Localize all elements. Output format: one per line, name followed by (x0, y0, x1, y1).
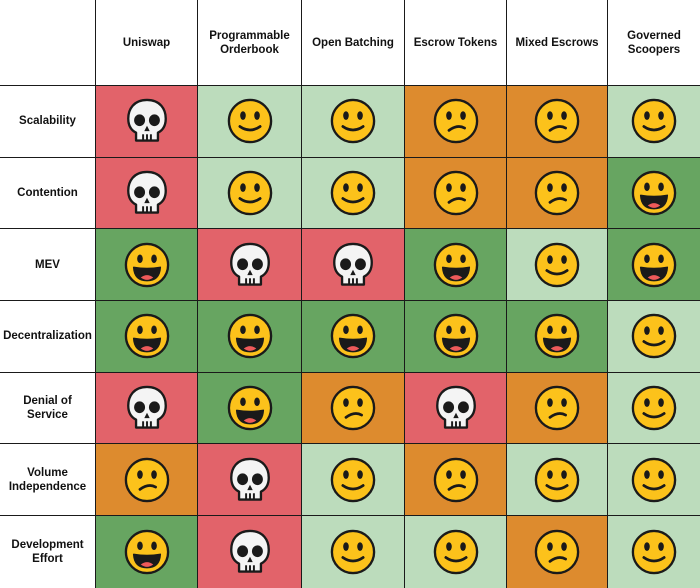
grinning-face-icon (124, 529, 169, 575)
confused-face-icon (330, 385, 376, 431)
confused-face-icon (534, 529, 580, 575)
rating-cell-denial-of-service-governed-scoopers (608, 372, 700, 445)
rating-cell-mev-escrow-tokens (405, 229, 507, 302)
column-header-escrow-tokens: Escrow Tokens (405, 0, 507, 86)
rating-cell-decentralization-escrow-tokens (405, 301, 507, 373)
rating-cell-volume-independence-uniswap (96, 444, 198, 517)
slightly-smiling-face-icon (227, 170, 272, 216)
slightly-smiling-face-icon (227, 99, 272, 144)
confused-face-icon (534, 170, 580, 216)
rating-cell-scalability-escrow-tokens (405, 86, 507, 158)
confused-face-icon (124, 457, 169, 503)
rating-cell-contention-programmable-orderbook (198, 157, 302, 230)
column-header-open-batching: Open Batching (302, 0, 405, 86)
confused-face-icon (433, 170, 478, 216)
slightly-smiling-face-icon (631, 314, 677, 359)
rating-cell-mev-uniswap (96, 229, 198, 302)
rating-cell-contention-uniswap (96, 157, 198, 230)
rating-cell-mev-governed-scoopers (608, 229, 700, 302)
rating-cell-development-effort-mixed-escrows (507, 516, 608, 588)
skull-icon (126, 170, 167, 214)
slightly-smiling-face-icon (631, 385, 677, 431)
skull-icon (126, 385, 167, 429)
row-header-contention: Contention (0, 157, 96, 230)
slightly-smiling-face-icon (330, 170, 376, 216)
slightly-smiling-face-icon (631, 457, 677, 503)
rating-cell-development-effort-open-batching (302, 516, 405, 588)
skull-icon (229, 242, 270, 286)
rating-cell-denial-of-service-open-batching (302, 372, 405, 445)
rating-cell-development-effort-escrow-tokens (405, 516, 507, 588)
rating-cell-contention-governed-scoopers (608, 157, 700, 230)
slightly-smiling-face-icon (330, 99, 376, 144)
rating-cell-volume-independence-programmable-orderbook (198, 444, 302, 517)
rating-cell-scalability-governed-scoopers (608, 86, 700, 158)
grinning-face-icon (124, 314, 169, 359)
rating-cell-development-effort-uniswap (96, 516, 198, 588)
rating-cell-decentralization-governed-scoopers (608, 301, 700, 373)
rating-cell-denial-of-service-uniswap (96, 372, 198, 445)
rating-cell-scalability-uniswap (96, 86, 198, 158)
grinning-face-icon (433, 242, 478, 287)
rating-cell-volume-independence-mixed-escrows (507, 444, 608, 517)
slightly-smiling-face-icon (433, 529, 478, 575)
row-header-decentralization: Decentralization (0, 301, 96, 373)
grinning-face-icon (227, 385, 272, 431)
column-header-governed-scoopers: Governed Scoopers (608, 0, 700, 86)
row-header-scalability: Scalability (0, 86, 96, 158)
slightly-smiling-face-icon (631, 99, 677, 144)
rating-cell-mev-mixed-escrows (507, 229, 608, 302)
table-corner (0, 0, 96, 86)
slightly-smiling-face-icon (330, 529, 376, 575)
rating-cell-decentralization-open-batching (302, 301, 405, 373)
rating-cell-scalability-mixed-escrows (507, 86, 608, 158)
rating-cell-contention-mixed-escrows (507, 157, 608, 230)
rating-cell-denial-of-service-mixed-escrows (507, 372, 608, 445)
rating-cell-decentralization-programmable-orderbook (198, 301, 302, 373)
grinning-face-icon (227, 314, 272, 359)
row-header-volume-independence: Volume Independence (0, 444, 96, 517)
rating-cell-scalability-programmable-orderbook (198, 86, 302, 158)
rating-cell-volume-independence-escrow-tokens (405, 444, 507, 517)
confused-face-icon (433, 457, 478, 503)
grinning-face-icon (631, 242, 677, 287)
skull-icon (333, 242, 373, 286)
rating-cell-scalability-open-batching (302, 86, 405, 158)
slightly-smiling-face-icon (330, 457, 376, 503)
column-header-uniswap: Uniswap (96, 0, 198, 86)
grinning-face-icon (124, 242, 169, 287)
skull-icon (435, 385, 476, 429)
skull-icon (126, 99, 167, 143)
rating-cell-development-effort-programmable-orderbook (198, 516, 302, 588)
confused-face-icon (534, 385, 580, 431)
rating-cell-mev-open-batching (302, 229, 405, 302)
slightly-smiling-face-icon (631, 529, 677, 575)
row-header-mev: MEV (0, 229, 96, 302)
row-header-denial-of-service: Denial of Service (0, 372, 96, 445)
skull-icon (229, 457, 270, 501)
column-header-programmable-orderbook: Programmable Orderbook (198, 0, 302, 86)
rating-cell-contention-escrow-tokens (405, 157, 507, 230)
rating-cell-volume-independence-governed-scoopers (608, 444, 700, 517)
rating-cell-contention-open-batching (302, 157, 405, 230)
skull-icon (229, 529, 270, 573)
rating-cell-development-effort-governed-scoopers (608, 516, 700, 588)
rating-cell-mev-programmable-orderbook (198, 229, 302, 302)
slightly-smiling-face-icon (534, 242, 580, 287)
rating-cell-decentralization-uniswap (96, 301, 198, 373)
row-header-development-effort: Development Effort (0, 516, 96, 588)
rating-cell-decentralization-mixed-escrows (507, 301, 608, 373)
grinning-face-icon (433, 314, 478, 359)
rating-cell-denial-of-service-escrow-tokens (405, 372, 507, 445)
grinning-face-icon (631, 170, 677, 216)
confused-face-icon (534, 99, 580, 144)
rating-cell-volume-independence-open-batching (302, 444, 405, 517)
grinning-face-icon (534, 314, 580, 359)
rating-cell-denial-of-service-programmable-orderbook (198, 372, 302, 445)
grinning-face-icon (330, 314, 376, 359)
confused-face-icon (433, 99, 478, 144)
slightly-smiling-face-icon (534, 457, 580, 503)
column-header-mixed-escrows: Mixed Escrows (507, 0, 608, 86)
